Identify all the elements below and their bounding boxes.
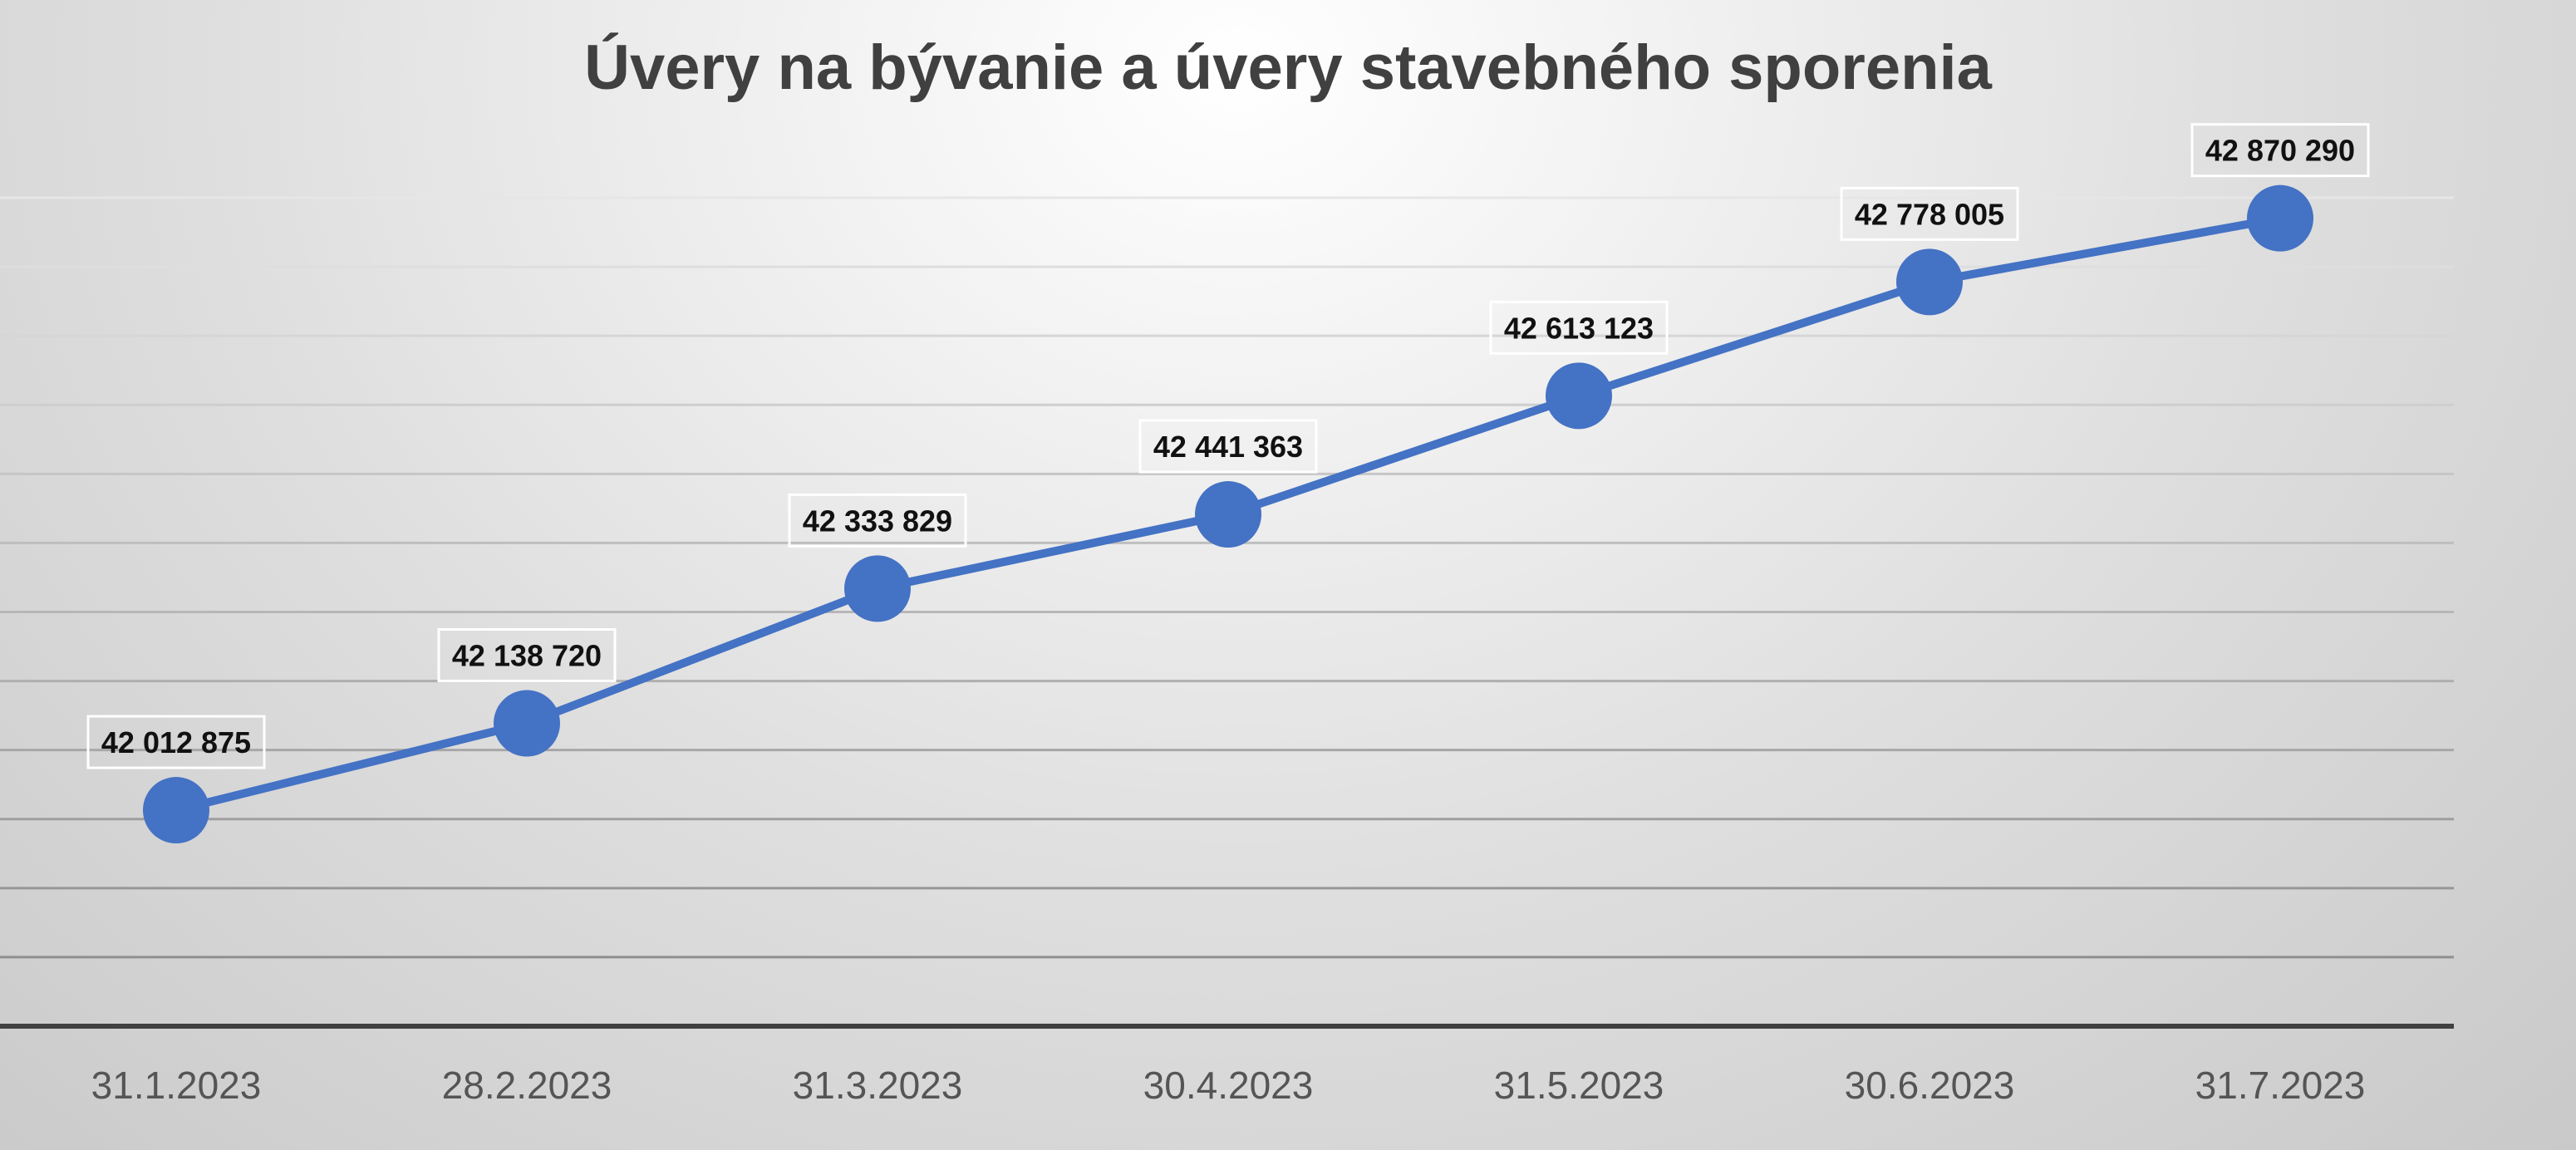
data-label: 42 138 720	[452, 638, 602, 672]
data-label: 42 613 123	[1504, 311, 1654, 345]
x-tick-label: 30.6.2023	[1845, 1064, 2015, 1107]
data-point	[1546, 362, 1612, 430]
x-axis: 31.1.2023 28.2.2023 31.3.2023 30.4.2023 31.5…	[0, 1024, 2454, 1107]
x-tick-label: 30.4.2023	[1143, 1064, 1314, 1107]
data-label: 42 778 005	[1855, 197, 2004, 231]
data-label: 42 441 363	[1153, 430, 1303, 464]
data-label-box	[86, 715, 266, 769]
data-point	[844, 555, 911, 622]
x-tick-label: 31.1.2023	[91, 1064, 262, 1107]
data-point	[2247, 184, 2313, 252]
data-points	[143, 184, 2313, 844]
data-label-box	[1489, 300, 1669, 355]
x-tick-label: 31.5.2023	[1494, 1064, 1664, 1107]
data-label-box	[437, 627, 617, 682]
data-label-box	[1138, 419, 1318, 474]
data-point	[494, 690, 560, 757]
data-label-box	[788, 493, 967, 548]
data-point	[143, 777, 209, 844]
data-label: 42 870 290	[2205, 134, 2355, 168]
x-tick-label: 31.7.2023	[2195, 1064, 2366, 1107]
data-label-box	[2190, 123, 2370, 178]
data-label-box	[1840, 186, 2019, 241]
x-tick-label: 31.3.2023	[793, 1064, 963, 1107]
data-point	[1896, 248, 1963, 316]
x-tick-label: 28.2.2023	[442, 1064, 612, 1107]
chart-title: Úvery na bývanie a úvery stavebného spor…	[584, 32, 1992, 103]
data-labels: 42 012 875 42 138 720 42 333 829 42 441 363…	[86, 123, 2370, 769]
data-point	[1195, 481, 1261, 548]
data-label: 42 333 829	[803, 504, 952, 538]
data-label: 42 012 875	[101, 725, 251, 759]
gridlines	[0, 196, 2454, 959]
